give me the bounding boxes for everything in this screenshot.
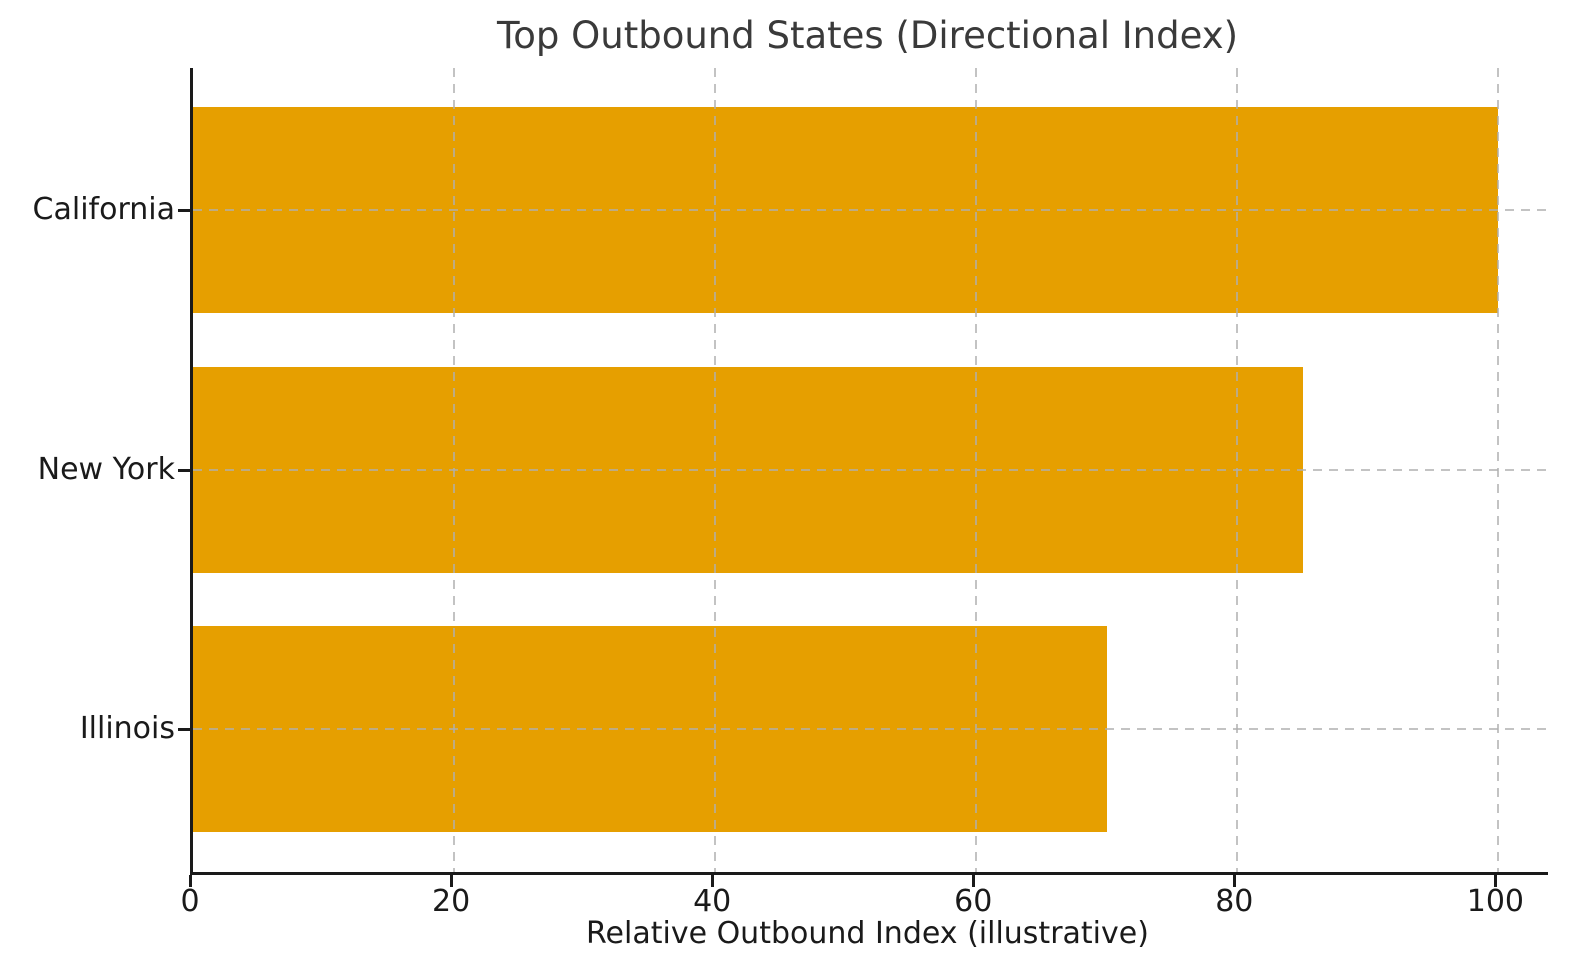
gridline-vertical [453, 68, 456, 872]
gridline-vertical [1236, 68, 1239, 872]
gridline-horizontal [193, 209, 1548, 211]
gridline-horizontal [193, 469, 1548, 471]
x-tick-label: 80 [1215, 884, 1254, 919]
gridline-vertical [975, 68, 978, 872]
y-tick-mark [178, 728, 190, 731]
chart-title: Top Outbound States (Directional Index) [496, 14, 1239, 57]
y-tick-mark [178, 469, 190, 472]
gridline-horizontal [193, 728, 1548, 730]
x-tick-label: 20 [431, 884, 471, 919]
x-tick-label: 40 [693, 884, 732, 919]
x-tick-mark [450, 875, 454, 887]
y-tick-mark [178, 209, 190, 212]
x-axis-label: Relative Outbound Index (illustrative) [586, 916, 1149, 951]
plot-area [190, 68, 1548, 875]
x-tick-label: 60 [954, 884, 993, 919]
x-tick-mark [1494, 875, 1498, 887]
x-tick-mark [189, 875, 192, 887]
x-tick-label: 0 [180, 884, 200, 919]
x-tick-mark [1233, 875, 1237, 887]
x-tick-mark [711, 875, 715, 887]
gridline-vertical [1497, 68, 1500, 872]
y-category-label: California [32, 192, 175, 227]
y-category-label: New York [37, 452, 175, 487]
gridline-vertical [714, 68, 717, 872]
x-tick-mark [972, 875, 976, 887]
y-category-label: Illinois [79, 711, 175, 746]
x-tick-label: 100 [1466, 884, 1525, 919]
